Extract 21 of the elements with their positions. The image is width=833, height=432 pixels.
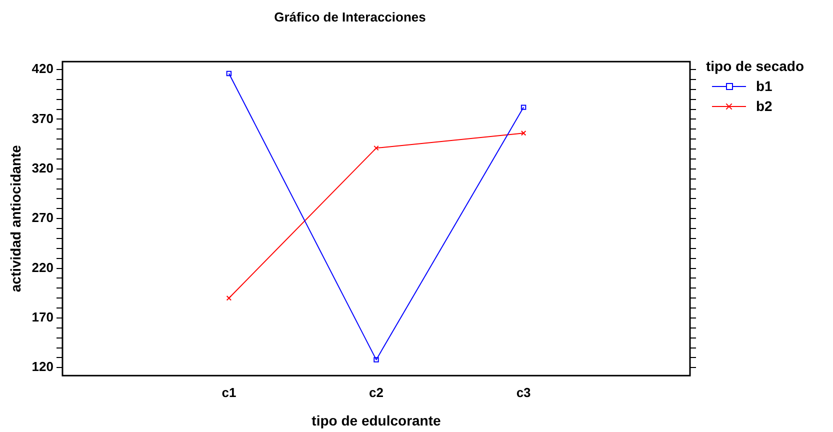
y-tick-label: 120 xyxy=(32,359,54,374)
x-tick-label: c2 xyxy=(369,384,384,400)
point xyxy=(520,130,526,136)
y-tick-label: 320 xyxy=(32,160,54,176)
point xyxy=(520,104,526,110)
x-axis-title: tipo de edulcorante xyxy=(312,412,442,428)
y-tick-label: 420 xyxy=(32,61,54,76)
legend-title: tipo de secado xyxy=(706,58,804,74)
legend-label: b1 xyxy=(756,78,772,94)
x-tick-label: c3 xyxy=(516,384,531,400)
chart-title: Gráfico de Interacciones xyxy=(274,9,426,24)
y-tick-label: 220 xyxy=(32,260,54,275)
legend-label: b2 xyxy=(756,98,772,114)
y-axis-title: actividad antiocidante xyxy=(7,144,24,292)
y-tick-label: 270 xyxy=(32,210,54,226)
y-tick-label: 370 xyxy=(32,110,54,126)
x-tick-label: c1 xyxy=(222,384,236,400)
point xyxy=(226,70,232,76)
point xyxy=(374,145,379,151)
y-tick-label: 170 xyxy=(32,310,54,325)
point xyxy=(374,357,379,362)
